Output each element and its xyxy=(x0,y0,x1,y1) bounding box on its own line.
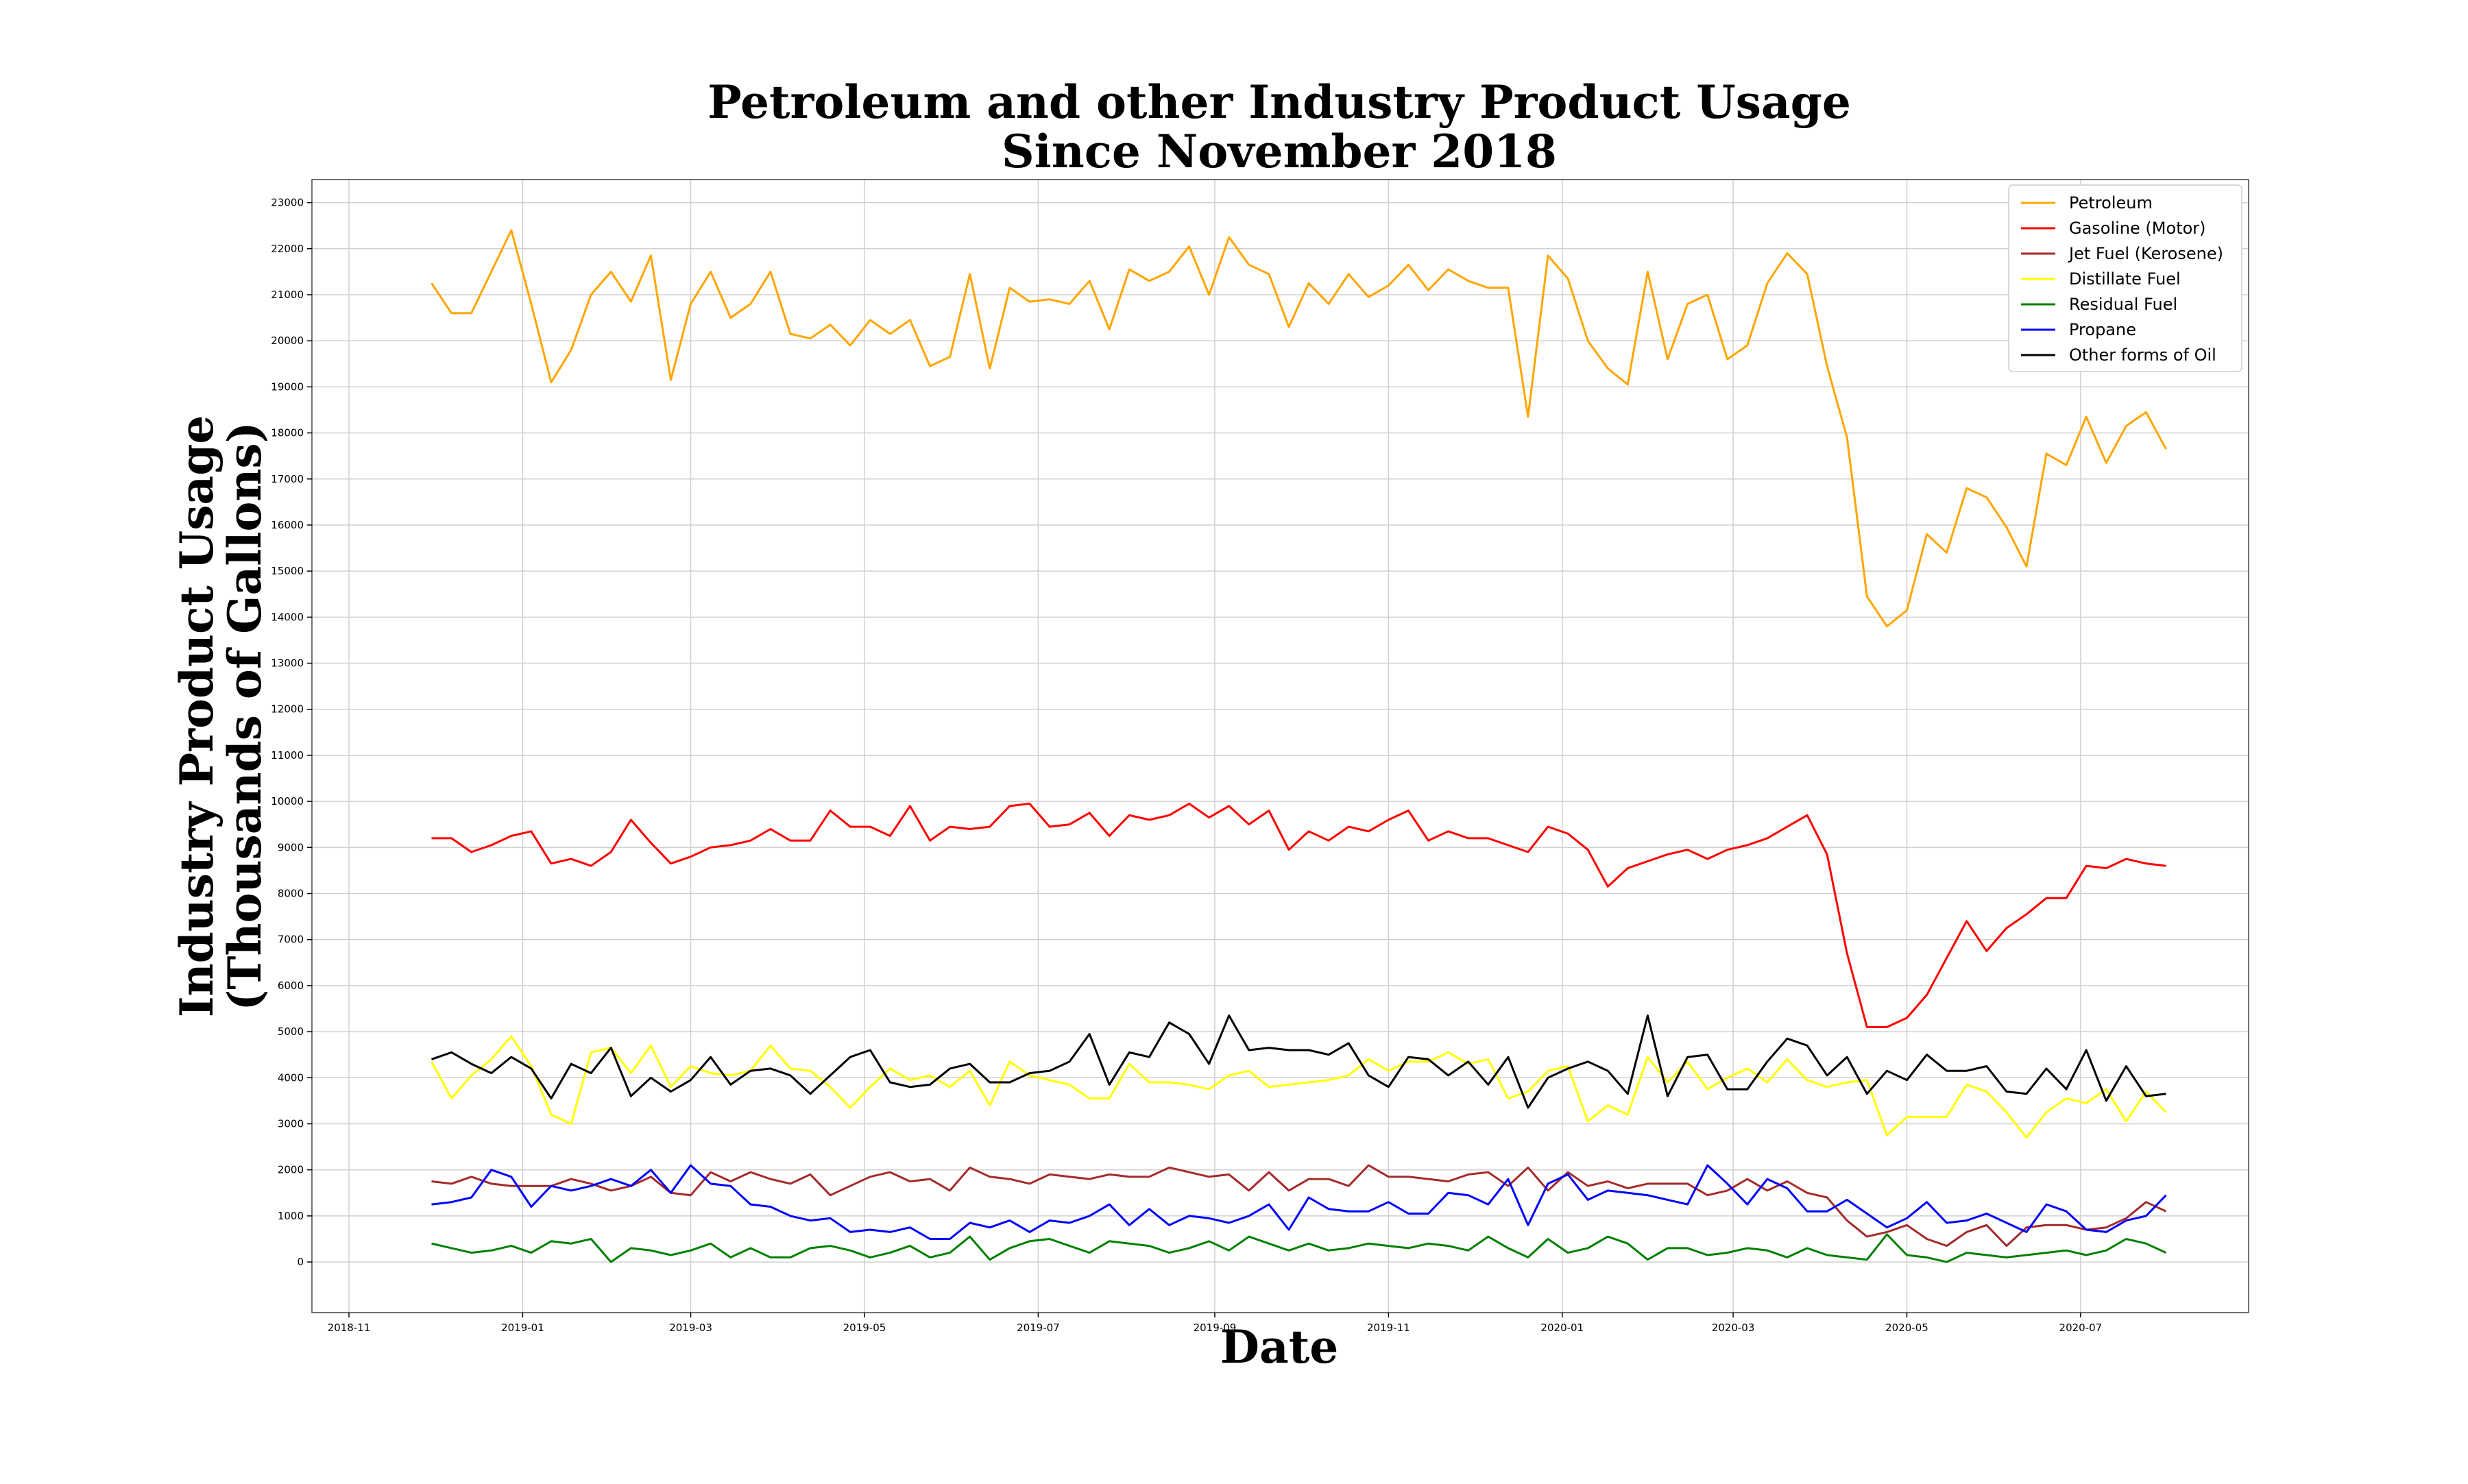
y-tick-label: 6000 xyxy=(278,980,304,992)
y-tick-label: 12000 xyxy=(271,703,304,716)
legend: Petroleum Gasoline (Motor) Jet Fuel (Keros… xyxy=(2008,184,2242,372)
series-lines xyxy=(431,229,2167,1263)
y-axis-label-line-1: Industry Product Usage xyxy=(170,415,223,1018)
legend-label-petroleum: Petroleum xyxy=(2069,193,2153,212)
y-tick-label: 21000 xyxy=(271,289,304,301)
y-tick-label: 15000 xyxy=(271,565,304,577)
y-tick-label: 14000 xyxy=(271,611,304,623)
series-line-petroleum xyxy=(431,229,2167,628)
y-tick-label: 20000 xyxy=(271,334,304,347)
y-tick-label: 9000 xyxy=(278,841,304,853)
y-tick-label: 22000 xyxy=(271,243,304,255)
y-tick-label: 0 xyxy=(297,1256,304,1268)
y-tick-label: 4000 xyxy=(278,1071,304,1084)
x-tick-label: 2019-09 xyxy=(1194,1322,1237,1334)
y-tick-label: 19000 xyxy=(271,380,304,393)
x-tick-label: 2020-03 xyxy=(1712,1322,1755,1334)
y-tick-label: 10000 xyxy=(271,795,304,807)
y-tick-label: 8000 xyxy=(278,888,304,900)
y-tick-label: 16000 xyxy=(271,519,304,531)
series-line-propane xyxy=(431,1164,2167,1240)
y-tick-label: 23000 xyxy=(271,197,304,209)
y-tick-label: 13000 xyxy=(271,657,304,670)
x-tick-label: 2020-05 xyxy=(1885,1322,1928,1334)
series-line-distillate-fuel xyxy=(431,1035,2167,1139)
x-tick-label: 2020-07 xyxy=(2059,1322,2103,1334)
legend-label-other-forms-of-oil: Other forms of Oil xyxy=(2069,345,2216,365)
series-line-residual-fuel xyxy=(431,1233,2167,1263)
x-tick-label: 2019-05 xyxy=(843,1322,886,1334)
axis-ticks: 0 1000 2000 3000 4000 5000 6000 7000 8000 9000 100… xyxy=(271,197,2102,1334)
series-line-jet-fuel-kerosene xyxy=(431,1164,2167,1248)
y-tick-label: 11000 xyxy=(271,749,304,762)
plot-frame xyxy=(311,179,2249,1313)
series-line-gasoline-motor xyxy=(431,803,2166,1028)
legend-label-residual-fuel: Residual Fuel xyxy=(2069,295,2177,314)
x-tick-label: 2018-11 xyxy=(328,1322,371,1334)
legend-label-propane: Propane xyxy=(2069,320,2136,339)
series-line-other-forms-of-oil xyxy=(431,1014,2166,1109)
y-tick-label: 18000 xyxy=(271,427,304,439)
gridlines xyxy=(312,180,2249,1313)
y-tick-label: 3000 xyxy=(278,1118,304,1130)
y-tick-label: 7000 xyxy=(278,934,304,946)
x-tick-label: 2019-11 xyxy=(1367,1322,1410,1334)
legend-label-jet-fuel-kerosene: Jet Fuel (Kerosene) xyxy=(2068,244,2223,263)
y-tick-label: 17000 xyxy=(271,473,304,485)
chart-title-line-1: Petroleum and other Industry Product Usa… xyxy=(707,75,1851,129)
y-tick-label: 5000 xyxy=(278,1025,304,1038)
x-tick-label: 2019-03 xyxy=(669,1322,712,1334)
y-tick-label: 2000 xyxy=(278,1164,304,1176)
x-tick-label: 2019-01 xyxy=(501,1322,544,1334)
x-tick-label: 2019-07 xyxy=(1017,1322,1060,1334)
legend-box xyxy=(2008,184,2242,372)
legend-label-gasoline-motor: Gasoline (Motor) xyxy=(2069,219,2206,238)
chart-title-line-2: Since November 2018 xyxy=(1002,125,1557,178)
x-tick-label: 2020-01 xyxy=(1540,1322,1584,1334)
y-tick-label: 1000 xyxy=(278,1210,304,1222)
y-axis-label-line-2: (Thousands of Gallons) xyxy=(218,422,271,1011)
x-axis-label: Date xyxy=(1220,1320,1338,1374)
legend-label-distillate-fuel: Distillate Fuel xyxy=(2069,269,2181,289)
